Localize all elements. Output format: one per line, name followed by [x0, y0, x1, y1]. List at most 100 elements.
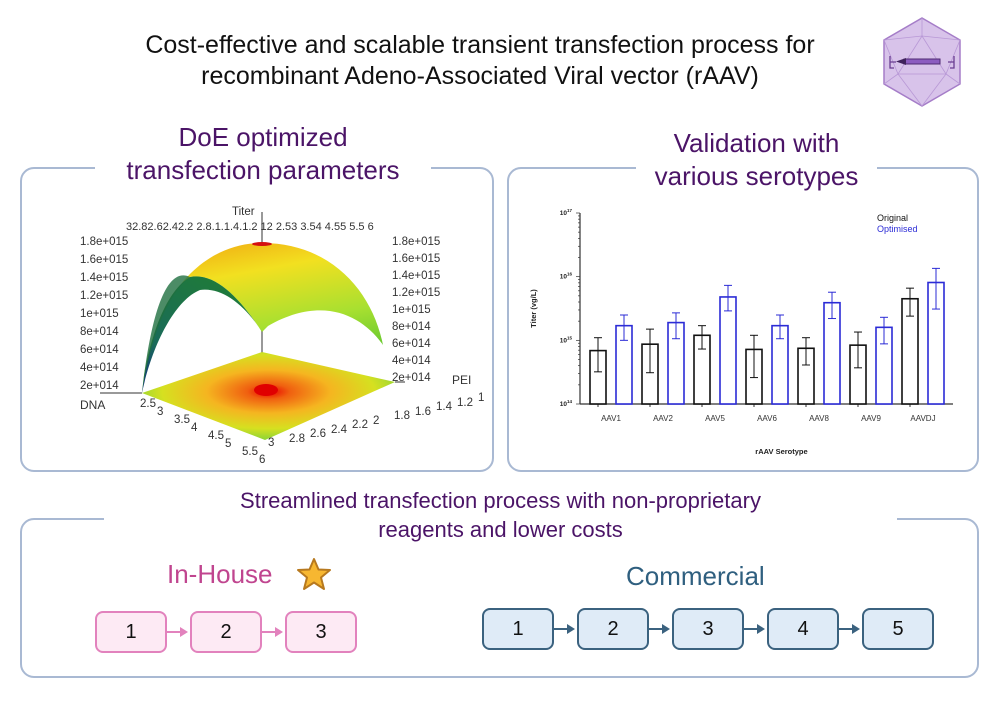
arrow-icon [649, 624, 670, 634]
arrow-icon [554, 624, 575, 634]
optimum-spot [254, 384, 278, 396]
legend-entry-optimised: Optimised [877, 224, 918, 234]
top-tick-labels: 32.82.62.42.2 2.8.1.1.4.1.2 12 2.53 3.54… [126, 221, 374, 233]
validation-title-line-2: various serotypes [654, 161, 859, 191]
z-tick-left: 1.4e+015 [80, 272, 129, 284]
pei-tick: 2.4 [331, 423, 347, 436]
validation-panel-title: Validation with various serotypes [636, 127, 877, 193]
z-tick-right: 1.2e+015 [392, 287, 441, 299]
process-title-line-2: reagents and lower costs [378, 517, 623, 542]
tick-base: 10 [560, 337, 568, 344]
x-tick-label: AAV9 [861, 414, 881, 423]
title-line-2: recombinant Adeno-Associated Viral vecto… [201, 62, 759, 90]
in-house-label: In-House [167, 559, 273, 589]
z-tick-right: 1.4e+015 [392, 270, 441, 282]
doe-title-line-1: DoE optimized [178, 122, 348, 152]
x-tick-label: AAV6 [757, 414, 777, 423]
z-tick-right: 2e+014 [392, 372, 431, 384]
z-tick-right: 6e+014 [392, 338, 431, 350]
tick-exponent: 16 [567, 272, 573, 277]
arrow-icon [744, 624, 765, 634]
pei-tick: 2 [373, 414, 380, 427]
in-house-step-3: 3 [285, 611, 357, 653]
tick-base: 10 [560, 401, 568, 408]
y-tick-label: 1015 [560, 335, 573, 344]
commercial-label: Commercial [626, 561, 765, 591]
arrow-icon [167, 627, 188, 637]
surface-left-edge [142, 275, 190, 393]
star-icon [297, 558, 331, 590]
commercial-step-2: 2 [577, 608, 649, 650]
z-tick-left: 6e+014 [80, 344, 119, 356]
process-title-line-1: Streamlined transfection process with no… [240, 488, 761, 513]
x-tick-label: AAV2 [653, 414, 673, 423]
x-tick-label: AAV1 [601, 414, 621, 423]
dna-tick: 4 [191, 422, 198, 434]
aav-capsid-plasmid-icon [883, 17, 961, 107]
pei-tick: 1.2 [457, 396, 473, 409]
contour-floor [142, 352, 395, 440]
pei-tick: 1.6 [415, 405, 431, 418]
pei-tick: 2.6 [310, 428, 326, 440]
y-tick-label: 1014 [560, 399, 573, 408]
tick-base: 10 [560, 210, 568, 217]
doe-panel-title: DoE optimized transfection parameters [95, 121, 431, 187]
y-axis-label: PEI [452, 373, 472, 387]
pei-tick: 3 [268, 437, 275, 449]
validation-title-line-1: Validation with [673, 128, 840, 158]
z-tick-left: 1.6e+015 [80, 254, 129, 266]
tick-exponent: 15 [567, 335, 573, 340]
arrow-icon [262, 627, 283, 637]
surface-graphic [100, 212, 405, 440]
x-tick-label: AAVDJ [910, 414, 935, 423]
tick-exponent: 17 [567, 208, 573, 213]
pei-tick: 2.2 [352, 419, 368, 431]
pei-tick: 2.8 [289, 432, 305, 445]
dna-tick: 5.5 [242, 446, 258, 458]
y-tick-label: 1017 [560, 208, 573, 217]
title-line-1: Cost-effective and scalable transient tr… [145, 31, 815, 59]
pei-tick: 1.8 [394, 410, 410, 422]
bar-optimised [719, 296, 737, 405]
process-panel-title: Streamlined transfection process with no… [104, 486, 897, 544]
commercial-step-4: 4 [767, 608, 839, 650]
dna-tick: 5 [225, 438, 232, 450]
z-tick-left: 4e+014 [80, 362, 119, 374]
commercial-step-5: 5 [862, 608, 934, 650]
tick-exponent: 14 [567, 399, 573, 404]
commercial-step-3: 3 [672, 608, 744, 650]
z-tick-left: 8e+014 [80, 326, 119, 338]
x-axis-label: DNA [80, 398, 106, 412]
x-tick-label: AAV8 [809, 414, 829, 423]
z-tick-left: 2e+014 [80, 380, 119, 392]
dna-tick: 2.5 [140, 398, 156, 410]
dna-tick: 3 [157, 406, 164, 418]
arrow-icon [839, 624, 860, 634]
dna-tick: 3.5 [174, 414, 190, 426]
z-tick-right: 1.8e+015 [392, 236, 441, 248]
z-tick-left: 1.2e+015 [80, 290, 129, 302]
y-axis-title: Titer (vg/L) [529, 289, 538, 328]
x-axis-title: rAAV Serotype [755, 447, 807, 456]
tick-base: 10 [560, 274, 568, 281]
z-tick-right: 8e+014 [392, 321, 431, 333]
z-tick-right: 1e+015 [392, 304, 431, 316]
z-tick-left: 1e+015 [80, 308, 119, 320]
commercial-step-1: 1 [482, 608, 554, 650]
x-tick-label: AAV5 [705, 414, 725, 423]
in-house-step-1: 1 [95, 611, 167, 653]
surface-peak [252, 242, 272, 246]
doe-title-line-2: transfection parameters [126, 155, 400, 185]
z-tick-right: 1.6e+015 [392, 253, 441, 265]
in-house-step-2: 2 [190, 611, 262, 653]
z-axis-label: Titer [232, 206, 255, 218]
response-surface [142, 243, 383, 393]
y-tick-label: 1016 [560, 272, 573, 281]
pei-tick: 1 [478, 392, 485, 404]
legend-entry-original: Original [877, 213, 908, 223]
pei-tick: 1.4 [436, 401, 452, 413]
z-tick-right: 4e+014 [392, 355, 431, 367]
